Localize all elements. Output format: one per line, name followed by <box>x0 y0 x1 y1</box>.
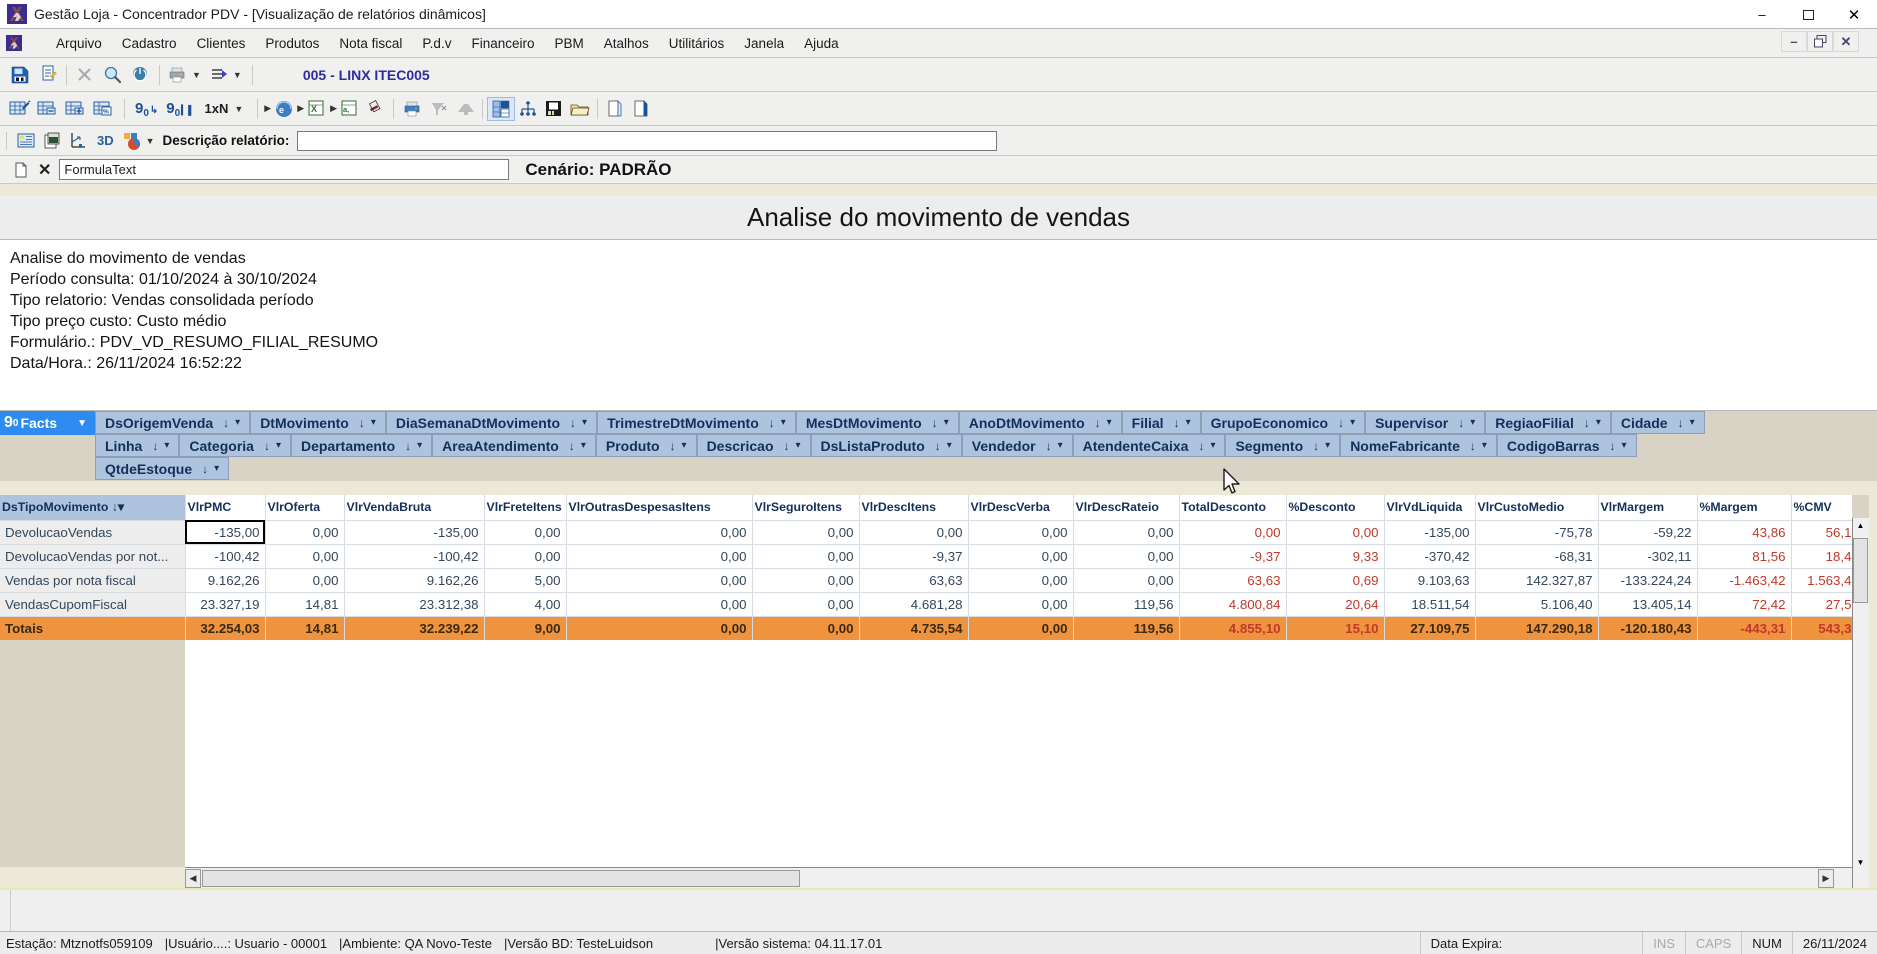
svg-text:a,: a, <box>343 105 349 114</box>
svg-text:X: X <box>311 104 317 114</box>
svg-text:%: % <box>103 108 109 115</box>
svg-text:e: e <box>279 105 284 115</box>
